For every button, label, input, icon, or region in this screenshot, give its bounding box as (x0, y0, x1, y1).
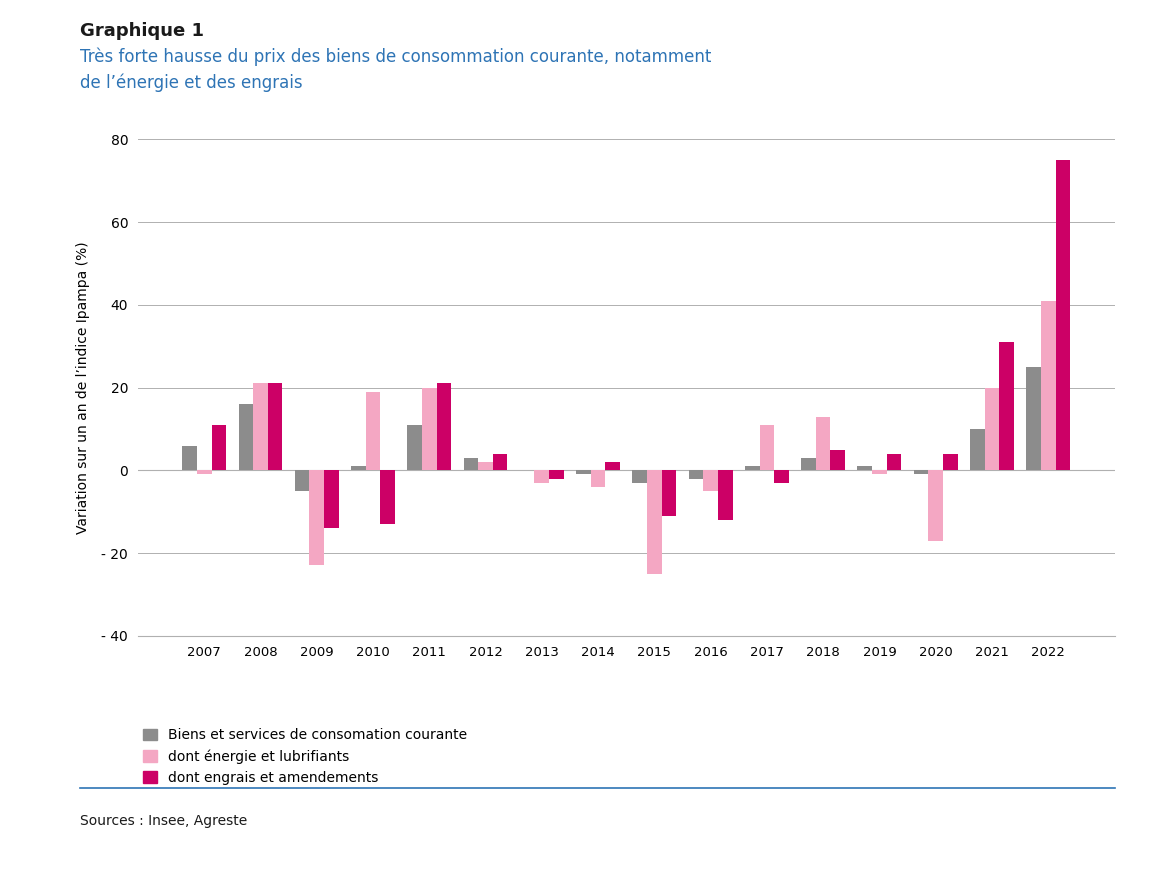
Bar (745, 466, 759, 470)
Bar (970, 429, 985, 470)
Bar (928, 470, 943, 541)
Bar (887, 454, 901, 470)
Bar (801, 458, 816, 470)
Bar (380, 470, 395, 524)
Bar (647, 470, 662, 574)
Text: Très forte hausse du prix des biens de consommation courante, notamment
de l’éne: Très forte hausse du prix des biens de c… (80, 48, 711, 92)
Bar (295, 470, 309, 491)
Bar (662, 470, 677, 516)
Bar (324, 470, 339, 528)
Bar (1026, 367, 1041, 470)
Bar (183, 445, 196, 470)
Bar (576, 470, 591, 475)
Bar (534, 470, 549, 483)
Bar (253, 383, 268, 470)
Y-axis label: Variation sur un an de l’indice Ipampa (%): Variation sur un an de l’indice Ipampa (… (76, 241, 91, 534)
Bar (437, 383, 452, 470)
Bar (1041, 300, 1056, 470)
Bar (872, 470, 887, 475)
Bar (239, 404, 253, 470)
Bar (591, 470, 606, 487)
Bar (831, 449, 845, 470)
Bar (688, 470, 703, 479)
Bar (211, 425, 226, 470)
Bar (422, 388, 437, 470)
Legend: Biens et services de consomation courante, dont énergie et lubrifiants, dont eng: Biens et services de consomation courant… (138, 723, 473, 790)
Bar (718, 470, 733, 520)
Bar (703, 470, 718, 491)
Bar (857, 466, 872, 470)
Bar (913, 470, 928, 475)
Bar (985, 388, 1000, 470)
Bar (1000, 342, 1013, 470)
Text: Sources : Insee, Agreste: Sources : Insee, Agreste (80, 814, 248, 828)
Bar (365, 392, 380, 470)
Bar (478, 462, 493, 470)
Bar (943, 454, 957, 470)
Bar (759, 425, 774, 470)
Bar (606, 462, 620, 470)
Bar (309, 470, 324, 565)
Bar (774, 470, 789, 483)
Bar (549, 470, 564, 479)
Bar (268, 383, 283, 470)
Bar (196, 470, 211, 475)
Bar (463, 458, 478, 470)
Bar (1056, 160, 1070, 470)
Bar (408, 425, 422, 470)
Bar (493, 454, 508, 470)
Text: Graphique 1: Graphique 1 (80, 22, 205, 40)
Bar (632, 470, 647, 483)
Bar (352, 466, 365, 470)
Bar (816, 416, 831, 470)
